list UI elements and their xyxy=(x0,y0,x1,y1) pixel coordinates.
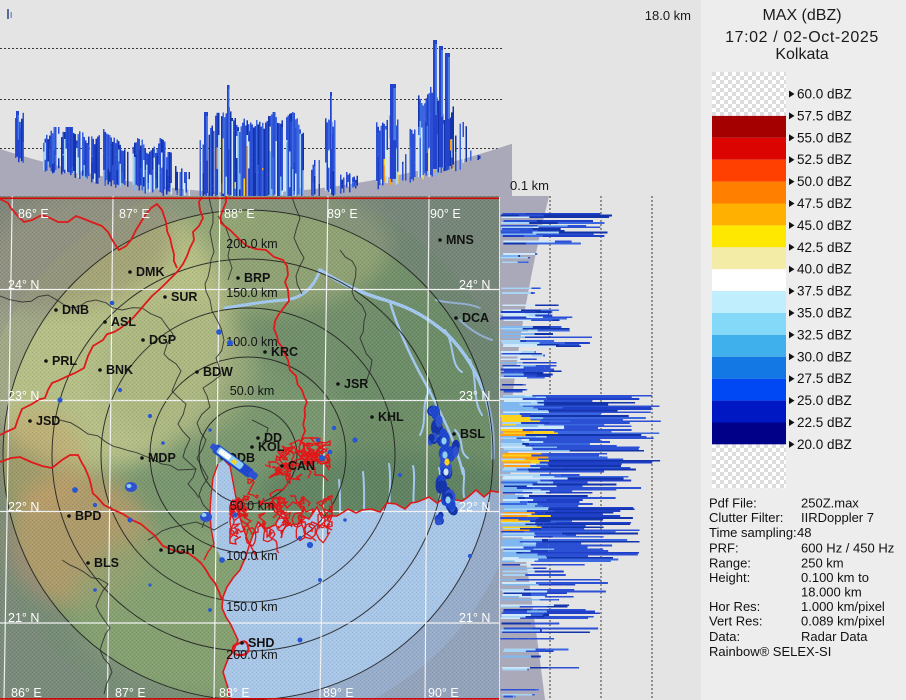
svg-text:22.5 dBZ: 22.5 dBZ xyxy=(797,415,852,430)
svg-text:Height:: Height: xyxy=(709,570,750,585)
svg-text:52.5 dBZ: 52.5 dBZ xyxy=(797,152,852,167)
svg-text:Vert Res:: Vert Res: xyxy=(709,614,762,629)
svg-text:18.0 km: 18.0 km xyxy=(645,8,691,23)
svg-text:60.0 dBZ: 60.0 dBZ xyxy=(797,87,852,102)
svg-text:Time sampling:: Time sampling: xyxy=(709,525,797,540)
svg-text:17:02 / 02-Oct-2025: 17:02 / 02-Oct-2025 xyxy=(725,29,879,46)
svg-text:20.0 dBZ: 20.0 dBZ xyxy=(797,437,852,452)
svg-text:250Z.max: 250Z.max xyxy=(801,496,859,511)
svg-text:600 Hz / 450 Hz: 600 Hz / 450 Hz xyxy=(801,540,894,555)
svg-text:35.0 dBZ: 35.0 dBZ xyxy=(797,306,852,321)
svg-text:50.0 dBZ: 50.0 dBZ xyxy=(797,174,852,189)
svg-text:MAX (dBZ): MAX (dBZ) xyxy=(762,7,841,24)
svg-text:32.5 dBZ: 32.5 dBZ xyxy=(797,327,852,342)
svg-text:37.5 dBZ: 37.5 dBZ xyxy=(797,284,852,299)
svg-text:Rainbow® SELEX-SI: Rainbow® SELEX-SI xyxy=(709,644,831,659)
svg-text:Range:: Range: xyxy=(709,555,751,570)
svg-text:47.5 dBZ: 47.5 dBZ xyxy=(797,196,852,211)
svg-text:48: 48 xyxy=(797,525,811,540)
svg-text:1.000 km/pixel: 1.000 km/pixel xyxy=(801,599,885,614)
svg-text:0.1 km: 0.1 km xyxy=(510,178,549,193)
svg-text:45.0 dBZ: 45.0 dBZ xyxy=(797,218,852,233)
svg-text:Radar Data: Radar Data xyxy=(801,629,868,644)
svg-text:25.0 dBZ: 25.0 dBZ xyxy=(797,393,852,408)
svg-text:40.0 dBZ: 40.0 dBZ xyxy=(797,262,852,277)
svg-text:27.5 dBZ: 27.5 dBZ xyxy=(797,371,852,386)
svg-text:Hor Res:: Hor Res: xyxy=(709,599,760,614)
svg-text:55.0 dBZ: 55.0 dBZ xyxy=(797,130,852,145)
svg-text:Clutter Filter:: Clutter Filter: xyxy=(709,510,783,525)
svg-text:Pdf File:: Pdf File: xyxy=(709,496,757,511)
svg-text:18.000 km: 18.000 km xyxy=(801,584,862,599)
svg-text:0.100 km to: 0.100 km to xyxy=(801,570,869,585)
svg-text:57.5 dBZ: 57.5 dBZ xyxy=(797,108,852,123)
svg-text:Data:: Data: xyxy=(709,629,740,644)
svg-text:42.5 dBZ: 42.5 dBZ xyxy=(797,240,852,255)
svg-text:30.0 dBZ: 30.0 dBZ xyxy=(797,349,852,364)
svg-text:IIRDoppler 7: IIRDoppler 7 xyxy=(801,510,874,525)
svg-text:Kolkata: Kolkata xyxy=(775,46,828,63)
svg-text:0.089 km/pixel: 0.089 km/pixel xyxy=(801,614,885,629)
svg-text:250 km: 250 km xyxy=(801,555,844,570)
svg-text:PRF:: PRF: xyxy=(709,540,739,555)
